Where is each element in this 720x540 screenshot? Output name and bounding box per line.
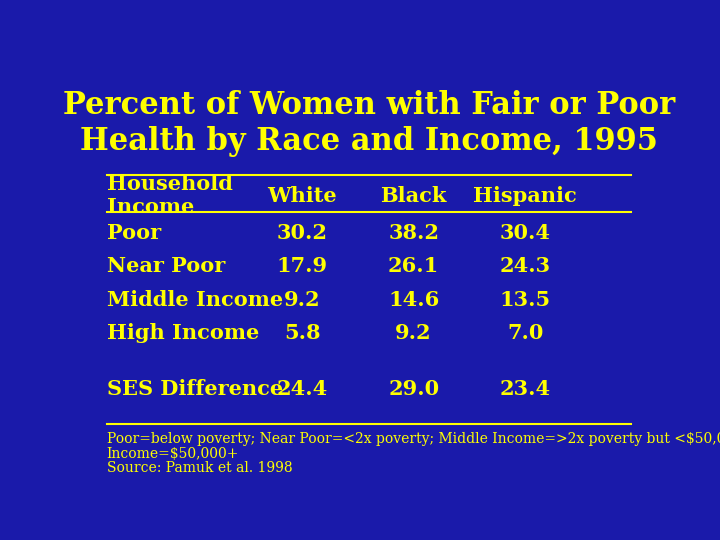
Text: 24.4: 24.4 xyxy=(276,379,328,399)
Text: High Income: High Income xyxy=(107,323,259,343)
Text: 30.2: 30.2 xyxy=(276,223,328,243)
Text: Poor: Poor xyxy=(107,223,161,243)
Text: 24.3: 24.3 xyxy=(500,256,551,276)
Text: SES Difference: SES Difference xyxy=(107,379,283,399)
Text: 23.4: 23.4 xyxy=(500,379,551,399)
Text: Source: Pamuk et al. 1998: Source: Pamuk et al. 1998 xyxy=(107,461,292,475)
Text: Middle Income: Middle Income xyxy=(107,290,283,310)
Text: 7.0: 7.0 xyxy=(507,323,544,343)
Text: Percent of Women with Fair or Poor
Health by Race and Income, 1995: Percent of Women with Fair or Poor Healt… xyxy=(63,90,675,157)
Text: Household
Income: Household Income xyxy=(107,174,233,218)
Text: 9.2: 9.2 xyxy=(284,290,320,310)
Text: Income=$50,000+: Income=$50,000+ xyxy=(107,447,239,461)
Text: 13.5: 13.5 xyxy=(500,290,551,310)
Text: 17.9: 17.9 xyxy=(276,256,328,276)
Text: Near Poor: Near Poor xyxy=(107,256,225,276)
Text: 14.6: 14.6 xyxy=(388,290,439,310)
Text: Black: Black xyxy=(380,186,447,206)
Text: 38.2: 38.2 xyxy=(388,223,439,243)
Text: 5.8: 5.8 xyxy=(284,323,320,343)
Text: 29.0: 29.0 xyxy=(388,379,439,399)
Text: 26.1: 26.1 xyxy=(388,256,439,276)
Text: Hispanic: Hispanic xyxy=(473,186,577,206)
Text: White: White xyxy=(267,186,337,206)
Text: 9.2: 9.2 xyxy=(395,323,432,343)
Text: Poor=below poverty; Near Poor=<2x poverty; Middle Income=>2x poverty but <$50,00: Poor=below poverty; Near Poor=<2x povert… xyxy=(107,432,720,446)
Text: 30.4: 30.4 xyxy=(500,223,551,243)
